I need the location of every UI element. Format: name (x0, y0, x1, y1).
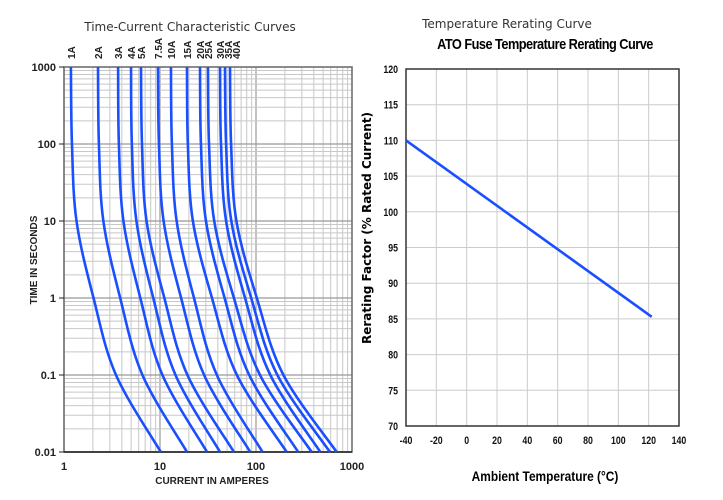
x-tick-label: 40 (522, 435, 532, 447)
curve-label: 20A (196, 41, 207, 59)
y-tick-label: 0.01 (35, 447, 56, 459)
rerating-heading: Temperature Rerating Curve (421, 17, 592, 31)
x-tick-label: 80 (583, 435, 593, 447)
curve-20A (198, 66, 300, 453)
y-tick-label: 95 (388, 243, 398, 255)
plot-frame (405, 68, 680, 427)
curve-label: 35A (224, 41, 235, 59)
x-tick-label: 10 (154, 461, 166, 473)
y-tick-label: 90 (388, 278, 398, 290)
tcc-y-label: TIME IN SECONDS (29, 215, 40, 304)
curve-label: 25A (204, 41, 215, 59)
curve-40A (228, 66, 338, 453)
x-tick-label: -20 (430, 435, 443, 447)
x-tick-label: -40 (400, 435, 413, 447)
rerating-title: ATO Fuse Temperature Rerating Curve (437, 35, 653, 52)
y-tick-label: 10 (44, 216, 56, 228)
y-tick-label: 110 (384, 136, 399, 148)
curve-label: 40A (232, 41, 243, 59)
x-tick-label: 1 (61, 461, 67, 473)
x-tick-label: 100 (247, 461, 265, 473)
x-tick-label: 120 (641, 435, 656, 447)
curve-label: 7.5A (154, 38, 165, 59)
curve-1A (69, 66, 162, 453)
x-tick-label: 140 (672, 435, 687, 447)
curve-label: 10A (167, 41, 178, 59)
curve-label: 5A (137, 46, 148, 59)
y-tick-label: 1 (50, 293, 56, 305)
curve-label: 30A (216, 41, 227, 59)
y-tick-label: 1000 (32, 62, 56, 74)
y-tick-label: 115 (384, 100, 399, 112)
x-tick-label: 60 (553, 435, 563, 447)
curve-35A (223, 66, 332, 453)
curve-label: 4A (127, 46, 138, 59)
curve-2A (96, 66, 189, 453)
curve-3A (116, 66, 209, 453)
curve-25A (206, 66, 313, 453)
tcc-x-label: CURRENT IN AMPERES (155, 476, 269, 487)
y-tick-label: 100 (383, 207, 398, 219)
curve-label: 1A (67, 46, 78, 59)
x-tick-label: 20 (492, 435, 502, 447)
curve-label: 2A (94, 46, 105, 59)
y-tick-label: 70 (388, 421, 398, 433)
curve-4A (129, 66, 222, 453)
y-tick-label: 80 (388, 350, 398, 362)
curve-label: 15A (183, 41, 194, 59)
curve-7.5A (156, 66, 252, 453)
curve-10A (169, 66, 264, 453)
rerating-y-label: Rerating Factor (% Rated Current) (360, 112, 374, 344)
x-tick-label: 0 (464, 435, 469, 447)
x-tick-label: 100 (611, 435, 626, 447)
y-tick-label: 105 (383, 171, 398, 183)
y-tick-label: 85 (388, 314, 398, 326)
tcc-title: Time-Current Characteristic Curves (83, 20, 296, 34)
y-tick-label: 120 (383, 64, 398, 76)
curve-label: 3A (114, 46, 125, 59)
curve-30A (218, 66, 322, 453)
curve-5A (139, 66, 236, 453)
y-tick-label: 100 (38, 139, 56, 151)
rerating-line (405, 139, 653, 318)
y-tick-label: 75 (388, 385, 398, 397)
curve-15A (185, 66, 288, 453)
x-tick-label: 1000 (340, 461, 364, 473)
y-tick-label: 0.1 (41, 370, 56, 382)
rerating-x-label: Ambient Temperature (°C) (472, 468, 619, 484)
